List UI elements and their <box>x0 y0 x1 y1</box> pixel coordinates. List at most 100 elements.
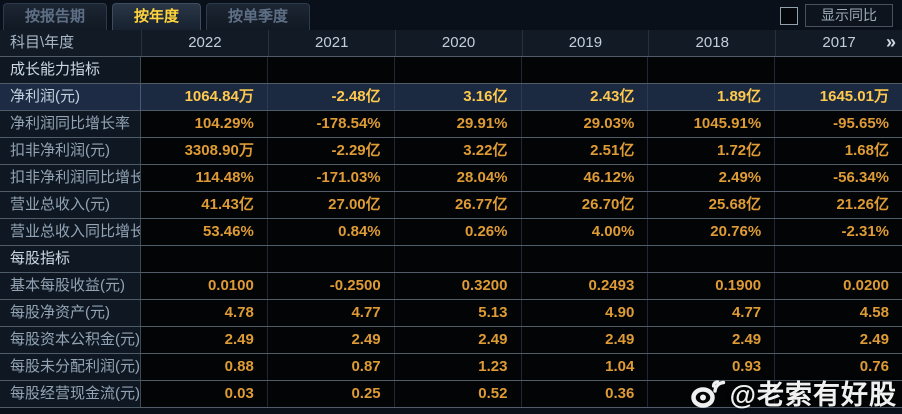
row-label: 成长能力指标 <box>0 57 141 83</box>
cell-value: 1.04 <box>521 354 649 380</box>
cell-value: 41.43亿 <box>141 192 268 218</box>
cell-value: 1.89亿 <box>648 84 776 110</box>
cell-value: 29.03% <box>521 111 649 137</box>
cell-value: 104.29% <box>141 111 268 137</box>
cell-value: -2.48亿 <box>267 84 395 110</box>
table-row: 净利润同比增长率 104.29% -178.54% 29.91% 29.03% 1045.… <box>0 111 902 138</box>
cell-value: -0.2500 <box>267 273 395 299</box>
section-header-row: 成长能力指标 <box>0 57 902 84</box>
cell-value: 2.49 <box>394 327 522 353</box>
cell-value <box>141 57 268 83</box>
table-row: 扣非净利润(元) 3308.90万 -2.29亿 3.22亿 2.51亿 1.72亿 1.6… <box>0 138 902 165</box>
cell-value: 4.00% <box>521 219 649 245</box>
column-header-year: 2022 <box>141 30 268 56</box>
table-body: 成长能力指标 净利润(元) 1064.84万 -2.48亿 3.16亿 2.43亿 1.89… <box>0 57 902 408</box>
cell-value: 4.90 <box>521 300 649 326</box>
tab-by-year[interactable]: 按年度 <box>112 3 202 30</box>
cell-value: 1.72亿 <box>648 138 776 164</box>
cell-value: 3308.90万 <box>141 138 268 164</box>
cell-value: 0.3200 <box>394 273 522 299</box>
cell-value: 0.26% <box>394 219 522 245</box>
row-label: 基本每股收益(元) <box>0 273 141 299</box>
cell-value: 2.43亿 <box>521 84 649 110</box>
cell-value: 4.58 <box>775 300 902 326</box>
row-label: 每股资本公积金(元) <box>0 327 141 353</box>
row-label: 营业总收入同比增长率 <box>0 219 141 245</box>
cell-value: 3.22亿 <box>394 138 522 164</box>
cell-value: 2.49 <box>267 327 395 353</box>
cell-value: 0.0200 <box>775 273 902 299</box>
cell-value: 28.04% <box>394 165 522 191</box>
cell-value: 2.51亿 <box>521 138 649 164</box>
column-header-year: 2021 <box>267 30 395 56</box>
table-row: 扣非净利润同比增长率114.48%-171.03%28.04%46.12%2.4… <box>0 165 902 192</box>
cell-value: 2.49 <box>775 327 902 353</box>
cell-value: 4.78 <box>141 300 268 326</box>
tab-by-quarter[interactable]: 按单季度 <box>206 3 311 30</box>
corner-header: 科目\年度 <box>0 30 141 56</box>
column-header-year: 2019 <box>521 30 649 56</box>
section-header-row: 每股指标 <box>0 246 902 273</box>
table-row: 每股经营现金流(元) 0.03 0.25 0.52 0.36 <box>0 381 902 408</box>
cell-value: 21.26亿 <box>775 192 902 218</box>
cell-value <box>648 57 776 83</box>
column-header-year: 2018 <box>648 30 775 56</box>
table-row: 基本每股收益(元) 0.0100 -0.2500 0.3200 0.2493 0.1900… <box>0 273 902 300</box>
cell-value: 0.76 <box>775 354 902 380</box>
cell-value: 0.25 <box>267 381 395 407</box>
cell-value: 0.84% <box>267 219 395 245</box>
table-row: 营业总收入同比增长率53.46%0.84%0.26%4.00%20.76%-2.… <box>0 219 902 246</box>
cell-value: 0.1900 <box>648 273 776 299</box>
cell-value: 20.76% <box>648 219 776 245</box>
cell-value <box>775 246 902 272</box>
cell-value <box>394 246 522 272</box>
cell-value: -171.03% <box>267 165 395 191</box>
row-label: 净利润同比增长率 <box>0 111 141 137</box>
cell-value: 25.68亿 <box>648 192 776 218</box>
cell-value: 26.77亿 <box>394 192 522 218</box>
tab-by-report-period[interactable]: 按报告期 <box>3 3 108 30</box>
cell-value: 4.77 <box>267 300 395 326</box>
cell-value: 0.87 <box>267 354 395 380</box>
row-label: 净利润(元) <box>0 84 141 110</box>
cell-value: 114.48% <box>141 165 268 191</box>
more-years-icon[interactable]: » <box>885 32 896 52</box>
cell-value <box>521 246 649 272</box>
cell-value: 2.49% <box>648 165 776 191</box>
cell-value: 2.49 <box>648 327 776 353</box>
cell-value: 1045.91% <box>648 111 776 137</box>
cell-value <box>775 381 902 407</box>
row-label: 扣非净利润(元) <box>0 138 141 164</box>
cell-value: 0.93 <box>648 354 776 380</box>
cell-value: 26.70亿 <box>521 192 649 218</box>
table-row: 营业总收入(元) 41.43亿 27.00亿 26.77亿 26.70亿 25.68亿 21… <box>0 192 902 219</box>
cell-value: 2.49 <box>141 327 268 353</box>
show-yoy-toggle[interactable]: 显示同比 <box>805 4 893 27</box>
row-label: 扣非净利润同比增长率 <box>0 165 141 191</box>
cell-value <box>521 57 649 83</box>
table-row: 净利润(元) 1064.84万 -2.48亿 3.16亿 2.43亿 1.89亿 1645.… <box>0 84 902 111</box>
cell-value: 0.52 <box>394 381 522 407</box>
cell-value: 1645.01万 <box>775 84 902 110</box>
show-yoy-checkbox[interactable] <box>780 7 798 25</box>
cell-value <box>648 381 776 407</box>
row-label: 每股净资产(元) <box>0 300 141 326</box>
cell-value <box>394 57 522 83</box>
financial-table: 科目\年度 2022 2021 2020 2019 2018 2017» 成长能力指标 净利… <box>0 30 902 408</box>
cell-value: 46.12% <box>521 165 649 191</box>
cell-value: 1.68亿 <box>775 138 902 164</box>
cell-value: 29.91% <box>394 111 522 137</box>
cell-value: 0.0100 <box>141 273 268 299</box>
column-header-year: 2017» <box>775 30 902 56</box>
cell-value: 53.46% <box>141 219 268 245</box>
cell-value: 5.13 <box>394 300 522 326</box>
row-label: 每股指标 <box>0 246 141 272</box>
cell-value: -178.54% <box>267 111 395 137</box>
cell-value: -95.65% <box>775 111 902 137</box>
period-tab-bar: 按报告期 按年度 按单季度 显示同比 <box>0 0 902 30</box>
cell-value: 0.88 <box>141 354 268 380</box>
table-row: 每股未分配利润(元) 0.88 0.87 1.23 1.04 0.93 0.76 <box>0 354 902 381</box>
table-header-row: 科目\年度 2022 2021 2020 2019 2018 2017» <box>0 30 902 57</box>
row-label: 每股经营现金流(元) <box>0 381 141 407</box>
